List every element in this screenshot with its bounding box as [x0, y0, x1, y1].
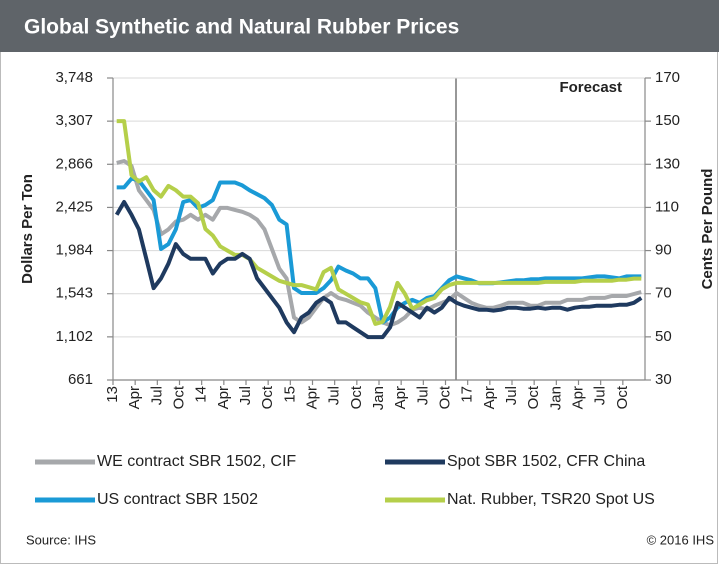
series-line [116, 119, 642, 326]
x-tick-label: 15 [281, 386, 298, 403]
y-tick-label: 2,425 [55, 198, 93, 215]
forecast-annotation: Forecast [559, 79, 622, 96]
series-line [114, 200, 643, 340]
x-tick-label: Apr [481, 386, 498, 409]
x-tick-label: Oct [525, 385, 542, 409]
legend-label: WE contract SBR 1502, CIF [97, 453, 296, 470]
x-tick-label: Oct [170, 385, 187, 409]
legend-label: Spot SBR 1502, CFR China [447, 453, 645, 470]
x-tick-label: Jan [370, 386, 387, 410]
y2-tick-label: 30 [655, 371, 672, 388]
x-tick-label: Jul [326, 386, 343, 405]
x-tick-label: Apr [303, 386, 320, 409]
x-tick-label: 17 [459, 386, 476, 403]
x-tick-label: Jul [592, 386, 609, 405]
x-tick-label: Oct [614, 385, 631, 409]
y-tick-label: 3,748 [55, 69, 93, 86]
y-tick-label: 661 [68, 371, 93, 388]
y2-tick-label: 150 [655, 112, 680, 129]
title-bar [0, 0, 719, 52]
series-line [116, 159, 642, 328]
x-tick-label: 13 [104, 386, 121, 403]
x-tick-label: 14 [193, 386, 210, 403]
y2-tick-label: 170 [655, 69, 680, 86]
x-tick-label: Oct [348, 385, 365, 409]
y-axis-label: Dollars Per Ton [19, 174, 36, 284]
x-tick-label: Jul [503, 386, 520, 405]
y2-tick-label: 110 [655, 198, 679, 215]
y-tick-label: 1,984 [55, 242, 93, 259]
x-tick-label: Oct [259, 385, 276, 409]
legend-label: Nat. Rubber, TSR20 Spot US [447, 491, 655, 508]
series-line [116, 176, 642, 325]
x-tick-label: Apr [215, 386, 232, 409]
source: Source: IHS [26, 532, 96, 547]
x-tick-label: Jan [547, 386, 564, 410]
x-tick-label: Apr [392, 386, 409, 409]
x-tick-label: Oct [436, 385, 453, 409]
x-tick-label: Jul [148, 386, 165, 405]
y-tick-label: 1,102 [55, 328, 93, 345]
y-tick-label: 3,307 [55, 112, 93, 129]
x-tick-label: Jul [237, 386, 254, 405]
y2-tick-label: 70 [655, 285, 672, 302]
chart-title: Global Synthetic and Natural Rubber Pric… [24, 16, 459, 39]
y2-tick-label: 130 [655, 155, 680, 172]
x-tick-label: Apr [126, 386, 143, 409]
legend-label: US contract SBR 1502 [97, 491, 258, 508]
y-tick-label: 1,543 [55, 285, 93, 302]
y2-tick-label: 90 [655, 242, 672, 259]
y-tick-label: 2,866 [55, 155, 93, 172]
y2-tick-label: 50 [655, 328, 672, 345]
copyright: © 2016 IHS [647, 532, 715, 547]
y2-axis-label: Cents Per Pound [699, 169, 716, 290]
x-tick-label: Jul [414, 386, 431, 405]
x-tick-label: Apr [569, 386, 586, 409]
